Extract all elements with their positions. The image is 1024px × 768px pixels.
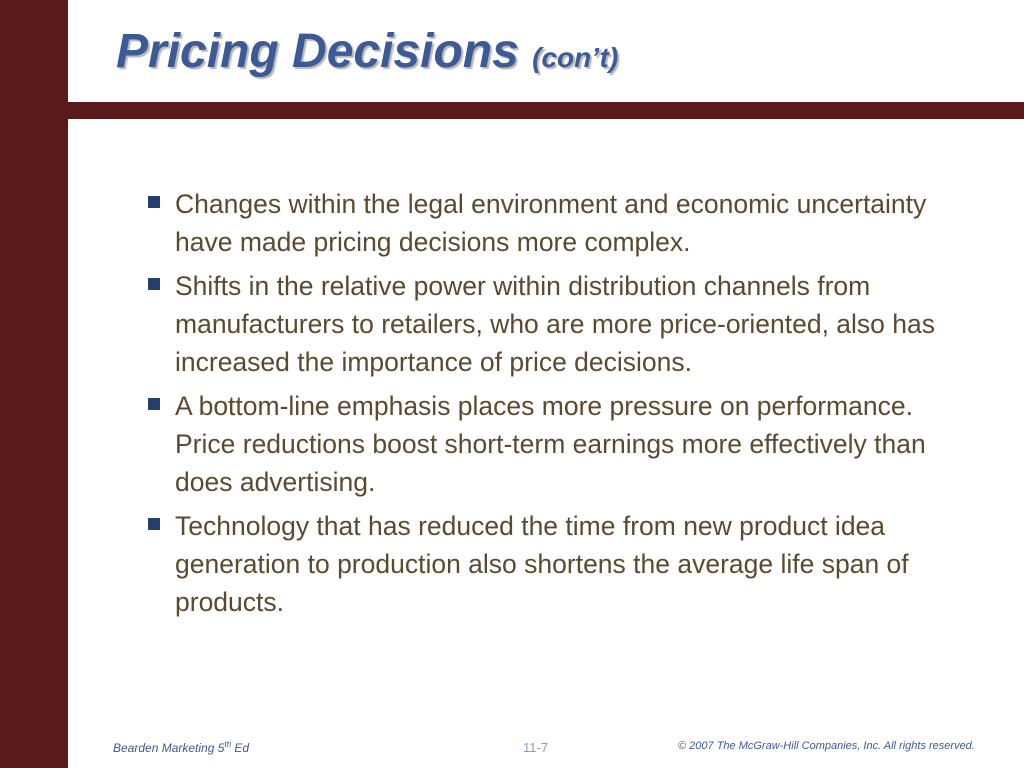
bullet-text: A bottom-line emphasis places more press… xyxy=(175,391,926,497)
bullet-list: Changes within the legal environment and… xyxy=(142,185,972,627)
bullet-item: A bottom-line emphasis places more press… xyxy=(142,387,972,501)
square-bullet-icon xyxy=(148,518,160,530)
square-bullet-icon xyxy=(148,398,160,410)
footer-page-number: 11-7 xyxy=(523,740,549,755)
bullet-item: Technology that has reduced the time fro… xyxy=(142,507,972,621)
slide-title-main: Pricing Decisions xyxy=(116,25,519,78)
footer-book-title: Bearden Marketing 5th Ed xyxy=(113,740,250,755)
bullet-text: Technology that has reduced the time fro… xyxy=(175,511,909,617)
bullet-text: Changes within the legal environment and… xyxy=(175,189,927,257)
bullet-item: Shifts in the relative power within dist… xyxy=(142,267,972,381)
bullet-text: Shifts in the relative power within dist… xyxy=(175,271,936,377)
slide-title-sub: (con’t) xyxy=(532,42,619,73)
square-bullet-icon xyxy=(148,278,160,290)
title-underline-bar xyxy=(68,102,1024,119)
left-accent-bar xyxy=(0,0,68,768)
footer-copyright: © 2007 The McGraw-Hill Companies, Inc. A… xyxy=(678,740,975,752)
slide-title: Pricing Decisions (con’t) xyxy=(116,22,618,88)
square-bullet-icon xyxy=(148,196,160,208)
bullet-item: Changes within the legal environment and… xyxy=(142,185,972,261)
